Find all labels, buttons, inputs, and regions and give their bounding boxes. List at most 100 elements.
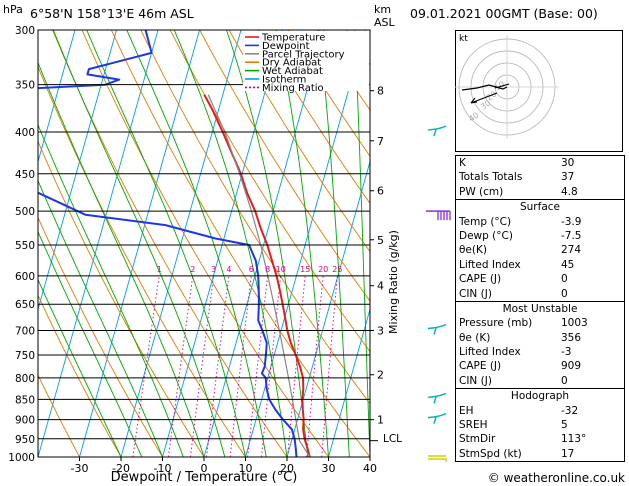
wind-barb <box>427 323 447 335</box>
storm-motion-arrow <box>470 92 498 104</box>
mixing-ratio-label: 3 <box>211 265 216 274</box>
table-row: Totals Totals 37 <box>456 170 624 184</box>
table-row-label: CAPE (J) <box>459 273 502 286</box>
table-row-label: PW (cm) <box>459 185 504 198</box>
table-row: StmDir 113° <box>456 432 624 446</box>
isotherm-line <box>38 30 76 164</box>
wind-barb <box>427 392 447 404</box>
hodograph-unit-label: kt <box>459 34 468 44</box>
dewpoint-line <box>38 30 298 457</box>
table-row-value: 0 <box>561 273 568 286</box>
temperature-tick-label: 10 <box>239 462 253 475</box>
wind-barb <box>427 413 447 424</box>
table-row-label: CIN (J) <box>459 287 492 300</box>
pressure-tick-label: 400 <box>15 127 35 139</box>
table-row-value: 909 <box>561 360 582 373</box>
dry-adiabat-line <box>38 374 80 457</box>
table-row: EH -32 <box>456 404 624 418</box>
mixing-ratio-label: 10 <box>276 265 286 274</box>
pressure-tick-label: 750 <box>15 350 35 362</box>
hpa-axis-label: hPa <box>3 3 23 16</box>
table-row: θe(K) 274 <box>456 243 624 257</box>
mixing-ratio-label: 1 <box>157 265 162 274</box>
pressure-tick-label: 450 <box>15 169 35 181</box>
table-row-label: Lifted Index <box>459 346 521 359</box>
temperature-tick-label: -30 <box>71 462 89 475</box>
mixing-ratio-line <box>132 275 160 457</box>
mixing-ratio-label: 4 <box>226 265 231 274</box>
km-tick-label: 7 <box>377 135 384 148</box>
mixing-ratio-line <box>321 275 338 457</box>
table-row-label: θe(K) <box>459 244 487 257</box>
table-row-label: StmSpd (kt) <box>459 447 522 460</box>
asl-axis-label: ASL <box>374 16 396 29</box>
hodograph-title: Hodograph <box>510 390 570 403</box>
mixing-ratio-label: 6 <box>249 265 254 274</box>
x-axis-title: Dewpoint / Temperature (°C) <box>111 470 298 485</box>
km-tick-label: 6 <box>377 185 384 198</box>
temperature-tick-label: 30 <box>322 462 336 475</box>
pressure-tick-label: 350 <box>15 80 35 92</box>
temperature-tick-label: 20 <box>280 462 294 475</box>
temperature-tick-label: 0 <box>201 462 208 475</box>
table-row-value: 17 <box>561 447 575 460</box>
table-row-value: 1003 <box>561 317 588 330</box>
table-row: CAPE (J) 0 <box>456 272 624 286</box>
table-row-value: 0 <box>561 287 568 300</box>
legend-label: Mixing Ratio <box>262 83 324 94</box>
pressure-tick-label: 950 <box>15 434 35 446</box>
dry-adiabat-line <box>169 30 370 353</box>
hodograph-trace <box>461 84 508 91</box>
mixing-ratio-line <box>167 275 194 457</box>
table-row: Lifted Index 45 <box>456 258 624 272</box>
mixing-ratio-label: 8 <box>265 265 270 274</box>
dry-adiabat-line <box>228 30 370 253</box>
temperature-line <box>203 94 311 457</box>
isotherm-line <box>38 30 117 311</box>
temperature-tick-label: -20 <box>112 462 130 475</box>
legend-box <box>243 31 369 91</box>
mixing-ratio-line <box>287 275 306 457</box>
isotherm-line <box>38 30 159 457</box>
legend-label: Isotherm <box>262 75 306 86</box>
dry-adiabat-line <box>258 30 370 205</box>
table-row-value: 274 <box>561 244 582 257</box>
pressure-tick-label: 1000 <box>8 452 35 464</box>
mixing-ratio-label: 2 <box>190 265 195 274</box>
table-row-label: Pressure (mb) <box>459 317 533 330</box>
location-header: 6°58'N 158°13'E 46m ASL <box>30 6 194 21</box>
table-row-label: Dewp (°C) <box>459 229 513 242</box>
table-row-value: 30 <box>561 157 575 169</box>
temperature-tick-label: -10 <box>154 462 172 475</box>
datetime-header: 09.01.2021 00GMT (Base: 00) <box>410 6 598 21</box>
most-unstable-title: Most Unstable <box>502 302 578 315</box>
pressure-tick-label: 850 <box>15 394 35 406</box>
table-row-value: 356 <box>561 331 582 344</box>
hodograph-section: Hodograph EH -32 SREH 5 StmDir 113° StmSpd (kt… <box>456 388 624 461</box>
table-row: Pressure (mb) 1003 <box>456 316 624 330</box>
mixing-ratio-label: 20 <box>318 265 328 274</box>
surface-section: Surface Temp (°C) -3.9 Dewp (°C) -7.5 θe(K) 2… <box>456 199 624 301</box>
km-tick-label: 4 <box>377 280 384 293</box>
mixing-ratio-line <box>247 275 269 457</box>
table-row: SREH 5 <box>456 418 624 432</box>
table-row-label: CAPE (J) <box>459 360 502 373</box>
pressure-tick-label: 500 <box>15 206 35 218</box>
table-row-label: Temp (°C) <box>459 215 512 228</box>
isotherm-line <box>328 307 370 457</box>
mixing-ratio-label: 15 <box>300 265 310 274</box>
table-row-label: θe (K) <box>459 331 491 344</box>
table-row-value: -7.5 <box>561 229 582 242</box>
km-axis-label: km <box>374 3 391 16</box>
pressure-tick-label: 700 <box>15 326 35 338</box>
mixing-ratio-label: 25 <box>332 265 342 274</box>
pressure-tick-label: 300 <box>15 25 35 37</box>
isotherm-line <box>120 30 242 457</box>
isotherm-line <box>203 30 325 457</box>
pressure-tick-label: 550 <box>15 240 35 252</box>
isotherm-line <box>79 30 200 457</box>
table-row-value: 0 <box>561 374 568 387</box>
km-tick-label: 5 <box>377 234 384 247</box>
legend-label: Wet Adiabat <box>262 66 323 77</box>
table-row-label: StmDir <box>459 433 496 446</box>
